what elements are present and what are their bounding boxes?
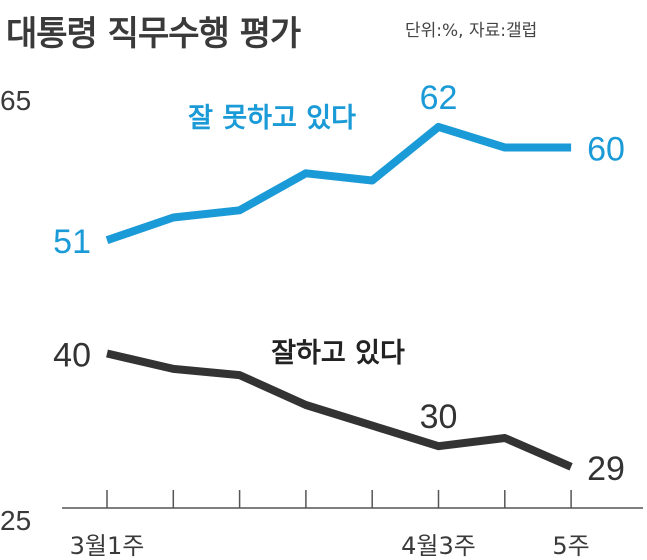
- series-label-disapprove: 잘 못하고 있다: [188, 103, 356, 134]
- data-label: 30: [420, 398, 458, 436]
- series-label-approve: 잘하고 있다: [271, 338, 405, 369]
- chart-title: 대통령 직무수행 평가: [6, 14, 301, 54]
- data-label: 29: [587, 450, 625, 488]
- x-tick-label: 3월1주: [70, 532, 145, 560]
- data-label: 62: [420, 79, 458, 117]
- series-line-approve: [106, 349, 573, 471]
- y-tick-label: 65: [0, 85, 31, 116]
- x-tick-label: 5주: [552, 532, 589, 560]
- series-line-disapprove: [105, 122, 572, 244]
- x-tick-label: 4월3주: [401, 532, 476, 560]
- unit-source-note: 단위:%, 자료:갤럽: [405, 21, 538, 41]
- data-label: 60: [587, 131, 625, 169]
- data-label: 51: [53, 223, 91, 261]
- y-tick-label: 25: [0, 505, 31, 536]
- data-label: 40: [53, 337, 91, 375]
